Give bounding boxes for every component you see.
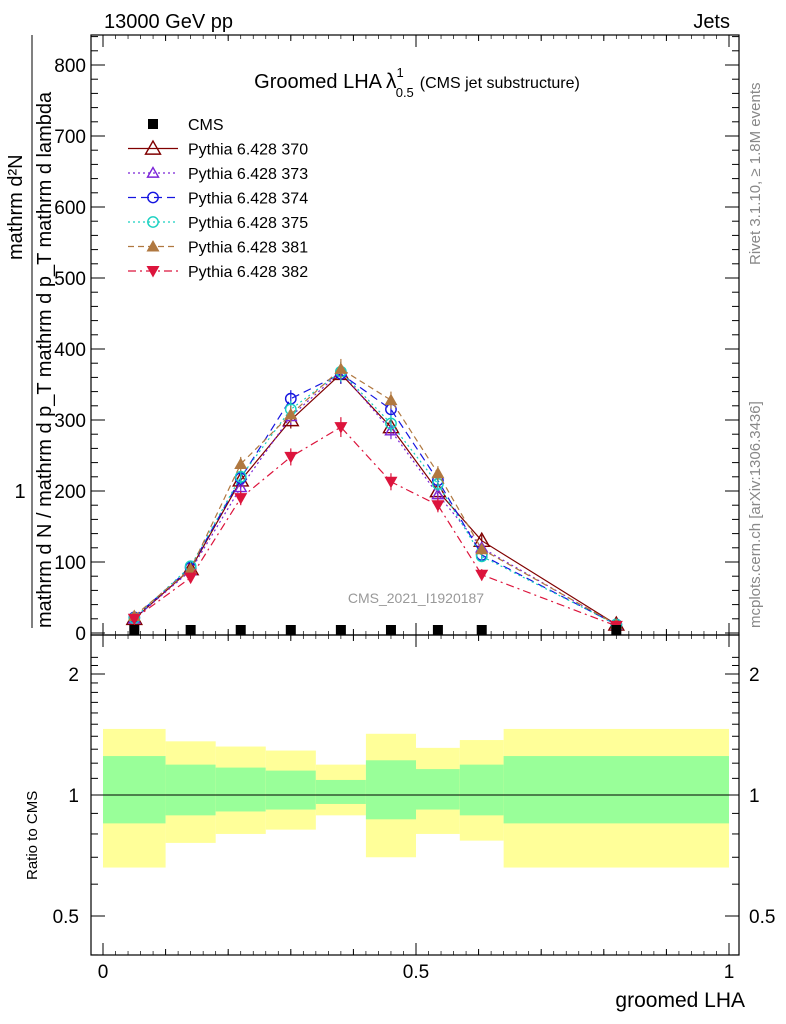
legend-entry: Pythia 6.428 373 [128, 166, 308, 183]
ratio-band-inner [265, 770, 316, 810]
y-tick-label: 200 [54, 482, 86, 503]
legend-label: Pythia 6.428 373 [188, 166, 308, 183]
series-point [475, 569, 489, 582]
series-line [133, 426, 617, 627]
cms-data-point [432, 625, 443, 635]
series-point [475, 542, 489, 555]
y-tick-label: 600 [54, 198, 86, 219]
ratio-tick-label-right: 0.5 [749, 907, 775, 928]
legend-label: Pythia 6.428 375 [188, 215, 308, 232]
chart-title: Groomed LHA λ1 0.5 (CMS jet substructure) [254, 65, 580, 100]
legend-marker [146, 240, 160, 252]
legend-marker [146, 266, 160, 278]
cms-data-point [335, 625, 346, 635]
legend-entry: Pythia 6.428 382 [128, 264, 308, 281]
y-tick-label: 100 [54, 553, 86, 574]
cms-data-point [185, 625, 196, 635]
ratio-band-inner [103, 756, 166, 824]
series-point [334, 362, 348, 374]
series-point [284, 451, 298, 464]
series-point [184, 572, 198, 585]
ratio-band-inner [315, 779, 366, 804]
series-point [384, 476, 398, 489]
ratio-tick-label-right: 1 [749, 786, 760, 807]
legend-marker [146, 166, 160, 178]
rivet-side-label: Rivet 3.1.10, ≥ 1.8M events [747, 83, 764, 266]
series-point [184, 562, 198, 575]
cms-data-point [235, 625, 246, 635]
series-point [385, 417, 397, 430]
legend-label: Pythia 6.428 381 [188, 240, 308, 257]
y-label-one: 1 [14, 481, 25, 503]
x-tick-label: 1 [724, 962, 735, 983]
y-tick-label: 500 [54, 269, 86, 290]
ratio-band-inner [503, 756, 729, 824]
x-tick-label: 0 [98, 962, 109, 983]
ratio-band-inner [416, 769, 460, 810]
ratio-tick-label-left: 1 [68, 786, 79, 807]
title-subscript: 0.5 [396, 85, 414, 100]
title-lambda: λ [386, 70, 397, 93]
ratio-band-inner [215, 767, 266, 812]
series-point [334, 422, 348, 434]
x-tick-label: 0.5 [403, 962, 429, 983]
title-main: Groomed LHA [254, 71, 382, 93]
series-point [234, 470, 247, 483]
y-label-numerator: mathrm d²N [5, 154, 27, 260]
y-tick-label: 300 [54, 411, 86, 432]
series-point [234, 457, 248, 470]
legend-marker [147, 216, 159, 228]
ratio-band-inner [165, 764, 216, 816]
legend-entry: Pythia 6.428 370 [128, 139, 308, 159]
series-point [431, 500, 445, 512]
legend: CMS Pythia 6.428 370 Pythia 6.428 373 Pythi… [128, 117, 308, 281]
series-point [234, 493, 248, 505]
legend-marker [144, 139, 162, 155]
ratio-tick-label-left: 0.5 [53, 907, 79, 928]
cms-data-point [476, 625, 487, 635]
legend-label: Pythia 6.428 382 [188, 264, 308, 281]
series-line [133, 373, 617, 626]
ratio-band-inner [459, 764, 504, 816]
legend-marker [148, 119, 158, 129]
legend-entry: Pythia 6.428 375 [128, 215, 308, 232]
y-tick-label: 800 [54, 56, 86, 77]
legend-label: CMS [188, 117, 224, 134]
ratio-tick-label-right: 2 [749, 665, 760, 686]
watermark: CMS_2021_I1920187 [348, 590, 484, 606]
cms-data-point [611, 625, 622, 635]
ratio-y-label: Ratio to CMS [24, 791, 41, 880]
y-tick-label: 0 [75, 624, 86, 645]
legend-entry: Pythia 6.428 374 [128, 191, 308, 208]
legend-entry: CMS [148, 117, 224, 134]
ratio-tick-label-left: 2 [68, 665, 79, 686]
energy-label: 13000 GeV pp [104, 11, 233, 33]
legend-marker [147, 191, 159, 204]
mcplots-side-label: mcplots.cern.ch [arXiv:1306.3436] [747, 401, 764, 628]
y-tick-label: 400 [54, 340, 86, 361]
series-line [133, 368, 617, 626]
cms-data-point [385, 625, 396, 635]
ratio-band-inner [365, 760, 416, 820]
y-axis-label: 1 mathrm d²N mathrm d N / mathrm d p_T m… [5, 35, 56, 628]
series-point [431, 466, 445, 479]
cms-data-point [129, 625, 140, 635]
title-extra: (CMS jet substructure) [420, 75, 580, 92]
series-point [384, 423, 398, 436]
legend-entry: Pythia 6.428 381 [128, 240, 308, 257]
series-point [284, 407, 298, 420]
y-tick-label: 700 [54, 127, 86, 148]
x-axis-label: groomed LHA [615, 989, 745, 1012]
title-superscript: 1 [396, 65, 403, 80]
legend-label: Pythia 6.428 370 [188, 142, 308, 159]
legend-label: Pythia 6.428 374 [188, 191, 308, 208]
category-label: Jets [693, 11, 730, 33]
ratio-panel: 0 0.5 1 0.5 0.5 1 1 2 2 Ratio to CMS [24, 634, 775, 983]
series-point [127, 613, 141, 626]
y-label-denominator: mathrm d N / mathrm d p_T mathrm d p_T m… [34, 91, 56, 628]
series-point [384, 393, 398, 406]
